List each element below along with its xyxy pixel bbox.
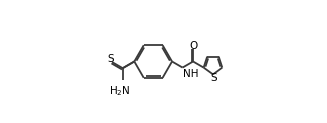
- Text: H$_2$N: H$_2$N: [109, 84, 130, 98]
- Text: O: O: [189, 41, 197, 51]
- Text: S: S: [210, 73, 217, 83]
- Text: S: S: [107, 54, 114, 64]
- Text: NH: NH: [183, 69, 199, 79]
